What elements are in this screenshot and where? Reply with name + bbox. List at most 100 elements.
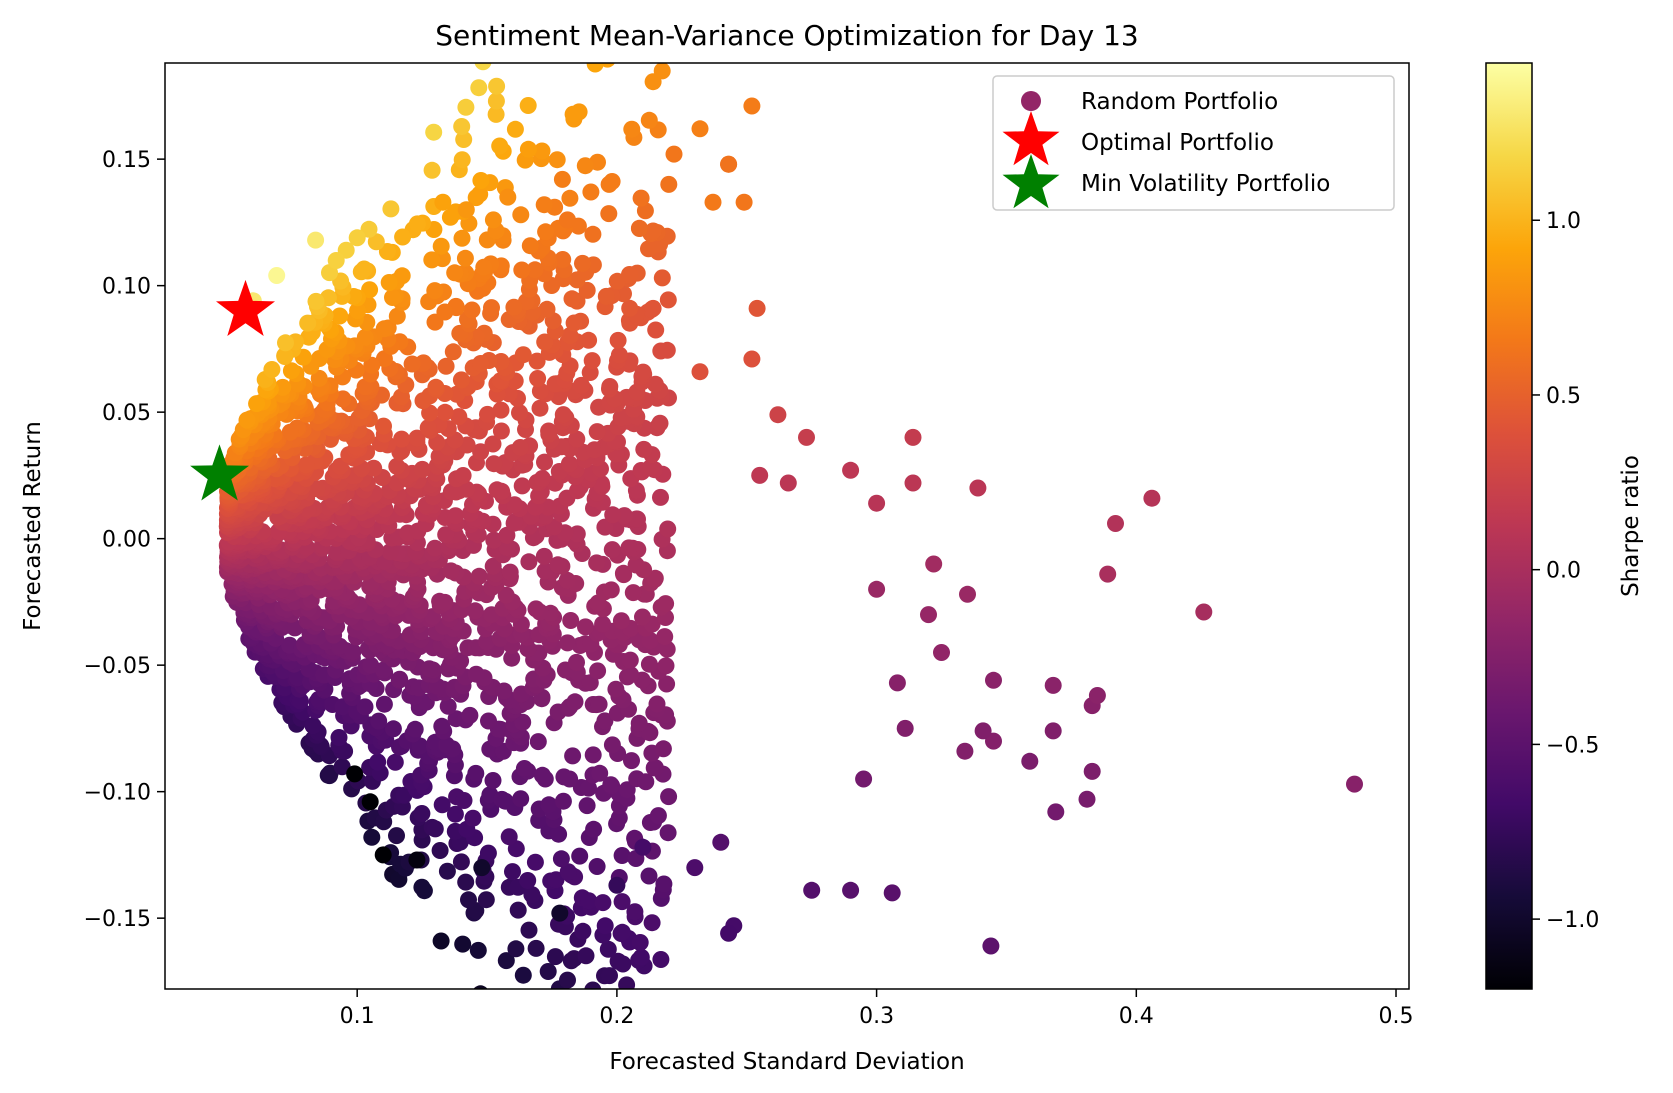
cloud-point	[413, 878, 431, 896]
cloud-point	[363, 356, 381, 374]
cloud-point	[526, 261, 544, 279]
cloud-point	[588, 858, 606, 875]
cloud-point	[624, 584, 642, 602]
y-tick-label: 0.15	[102, 148, 151, 173]
cloud-point	[576, 157, 594, 175]
cloud-point	[512, 206, 530, 224]
cloud-point	[659, 824, 677, 842]
cloud-point	[512, 790, 530, 808]
cloud-point	[596, 712, 614, 730]
cloud-point	[450, 408, 468, 426]
cloud-point	[643, 914, 661, 932]
cloud-point	[472, 355, 490, 372]
cloud-point	[584, 746, 602, 764]
x-tick-label: 0.5	[1379, 1004, 1414, 1029]
random-portfolio-point	[896, 719, 914, 737]
cloud-point	[660, 788, 678, 806]
cloud-point	[640, 655, 658, 673]
random-portfolio-point	[408, 851, 426, 869]
random-portfolio-point	[1047, 803, 1065, 821]
cloud-point	[590, 1033, 607, 1050]
cloud-point	[375, 695, 393, 713]
cloud-point	[652, 488, 669, 506]
optimal-portfolio-star	[216, 279, 275, 336]
cloud-point	[591, 764, 609, 782]
legend-min-volatility-star	[1002, 154, 1060, 209]
random-portfolio-point	[1083, 762, 1101, 780]
random-portfolio-point	[691, 363, 709, 381]
cloud-point	[596, 518, 614, 536]
cloud-point	[644, 299, 662, 317]
cloud-point	[600, 205, 618, 223]
cloud-point	[506, 496, 524, 514]
cloud-point	[559, 863, 577, 881]
cloud-point	[331, 307, 349, 325]
random-portfolio-point	[346, 765, 364, 783]
y-tick-label: 0.10	[102, 275, 151, 300]
cloud-point	[511, 404, 528, 422]
cloud-point	[566, 693, 584, 711]
random-portfolio-point	[798, 428, 815, 446]
cloud-point	[413, 805, 431, 822]
cloud-point	[461, 706, 479, 724]
cloud-point	[467, 764, 485, 782]
random-portfolio-point	[888, 674, 906, 692]
cloud-point	[444, 343, 462, 361]
random-portfolio-point	[1143, 489, 1161, 507]
random-portfolio-point	[925, 555, 943, 573]
cloud-point	[375, 417, 392, 435]
cloud-point	[388, 827, 405, 845]
random-portfolio-point	[855, 770, 873, 788]
cloud-point	[623, 752, 640, 770]
cloud-point	[603, 541, 621, 559]
cloud-point	[584, 225, 602, 243]
cloud-point	[437, 357, 455, 375]
random-portfolio-point	[457, 201, 475, 219]
cloud-point	[568, 525, 586, 543]
cloud-point	[452, 853, 470, 871]
cloud-point	[511, 439, 529, 456]
cloud-point	[577, 618, 594, 636]
cloud-point	[382, 200, 400, 218]
cloud-point	[352, 263, 370, 281]
cloud-point	[386, 753, 404, 771]
cloud-point	[470, 79, 488, 97]
cloud-point	[580, 892, 598, 910]
cloud-point	[457, 873, 475, 891]
chart-title: Sentiment Mean-Variance Optimization for…	[435, 19, 1138, 52]
cloud-point	[533, 142, 551, 160]
cloud-point	[548, 151, 566, 169]
random-portfolio-point	[974, 722, 992, 740]
cloud-point	[455, 792, 473, 809]
colorbar-tick-label: −0.5	[1546, 733, 1599, 758]
cloud-point	[562, 612, 580, 629]
min-volatility-star	[190, 444, 249, 501]
cloud-point	[634, 608, 651, 626]
cloud-point	[446, 805, 464, 823]
cloud-point	[658, 675, 676, 693]
random-portfolio-point	[933, 644, 950, 661]
cloud-point	[457, 98, 475, 116]
cloud-point	[455, 131, 473, 148]
cloud-point	[580, 779, 597, 797]
cloud-point	[487, 92, 505, 110]
cloud-point	[561, 189, 579, 207]
random-portfolio-point	[868, 494, 886, 512]
cloud-point	[469, 941, 487, 959]
cloud-point	[488, 481, 506, 499]
colorbar-tick-label: −1.0	[1546, 908, 1599, 933]
random-portfolio-point	[1044, 722, 1062, 740]
cloud-point	[453, 118, 471, 135]
cloud-point	[277, 334, 294, 352]
legend-random-marker	[1021, 91, 1041, 111]
cloud-point	[649, 807, 667, 825]
cloud-point	[538, 300, 556, 318]
cloud-point	[561, 770, 579, 788]
cloud-point	[432, 932, 450, 950]
cloud-point	[653, 269, 671, 287]
random-portfolio-point	[956, 742, 974, 760]
y-axis-label: Forecasted Return	[20, 421, 46, 631]
cloud-point	[644, 1024, 661, 1041]
cloud-point	[496, 792, 514, 810]
legend-random-label: Random Portfolio	[1081, 89, 1278, 115]
